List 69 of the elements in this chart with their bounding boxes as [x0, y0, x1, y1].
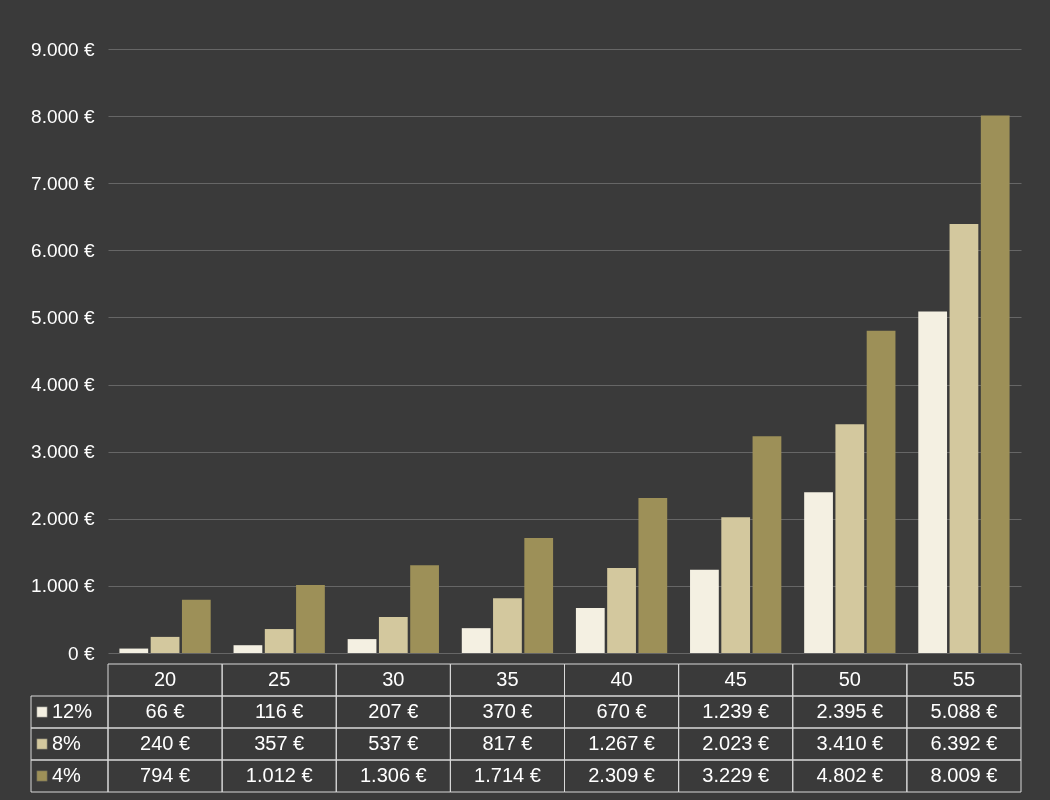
- bar: [835, 424, 865, 653]
- y-tick-label: 5.000 €: [31, 306, 95, 328]
- bar: [150, 636, 180, 653]
- y-tick-label: 4.000 €: [31, 374, 95, 396]
- data-label: 2.395 €: [816, 700, 884, 722]
- legend-label: 8%: [52, 732, 82, 754]
- bar: [461, 628, 491, 653]
- bar: [410, 565, 439, 653]
- data-label: 6.392 €: [930, 732, 998, 754]
- x-tick-label: 55: [952, 668, 976, 690]
- data-label: 207 €: [368, 700, 419, 722]
- bar: [638, 498, 668, 653]
- y-tick-label: 0 €: [68, 642, 95, 664]
- bar: [607, 567, 636, 653]
- data-label: 240 €: [140, 732, 191, 754]
- bar: [378, 616, 408, 653]
- data-label: 3.410 €: [816, 732, 884, 754]
- data-label: 5.088 €: [930, 700, 998, 722]
- bar: [949, 224, 979, 653]
- bar: [233, 645, 263, 653]
- data-label: 1.714 €: [474, 764, 541, 786]
- bar: [866, 330, 896, 653]
- bar: [264, 629, 294, 653]
- y-tick-label: 7.000 €: [31, 172, 95, 194]
- bar: [524, 537, 554, 653]
- bar: [493, 598, 522, 653]
- data-label: 817 €: [482, 732, 533, 754]
- bar: [804, 492, 833, 653]
- bar: [980, 115, 1010, 653]
- data-label: 357 €: [254, 732, 305, 754]
- data-label: 794 €: [140, 764, 191, 786]
- data-label: 370 €: [482, 700, 533, 722]
- bar: [119, 648, 149, 653]
- y-tick-label: 9.000 €: [31, 38, 95, 60]
- x-tick-label: 20: [153, 668, 177, 690]
- data-label: 66 €: [145, 700, 185, 722]
- data-label: 1.012 €: [245, 764, 313, 786]
- bar: [690, 569, 719, 653]
- data-label: 1.306 €: [359, 764, 427, 786]
- y-tick-label: 3.000 €: [31, 441, 95, 463]
- bar: [347, 639, 377, 653]
- data-label: 116 €: [254, 700, 304, 722]
- x-tick-label: 25: [268, 668, 291, 690]
- legend-label: 4%: [52, 764, 82, 786]
- x-tick-label: 30: [382, 668, 405, 690]
- x-tick-label: 40: [610, 668, 633, 690]
- x-tick-label: 35: [496, 668, 519, 690]
- data-label: 2.023 €: [702, 732, 770, 754]
- y-tick-label: 2.000 €: [31, 508, 95, 530]
- bar: [721, 517, 751, 653]
- data-label: 4.802 €: [816, 764, 884, 786]
- x-tick-label: 45: [724, 668, 747, 690]
- bar: [575, 608, 605, 653]
- data-label: 537 €: [368, 732, 419, 754]
- x-tick-label: 50: [838, 668, 861, 690]
- bar: [752, 436, 782, 653]
- legend-label: 12%: [52, 700, 93, 722]
- bar: [181, 599, 211, 653]
- data-label: 670 €: [596, 700, 647, 722]
- y-tick-label: 1.000 €: [31, 575, 95, 597]
- data-label: 2.309 €: [588, 764, 655, 786]
- data-label: 1.239 €: [702, 700, 770, 722]
- bar: [296, 585, 325, 653]
- bar: [918, 311, 948, 653]
- y-tick-label: 8.000 €: [31, 105, 95, 127]
- y-tick-label: 6.000 €: [31, 239, 95, 261]
- data-label: 3.229 €: [702, 764, 770, 786]
- data-label: 8.009 €: [930, 764, 998, 786]
- data-label: 1.267 €: [588, 732, 655, 754]
